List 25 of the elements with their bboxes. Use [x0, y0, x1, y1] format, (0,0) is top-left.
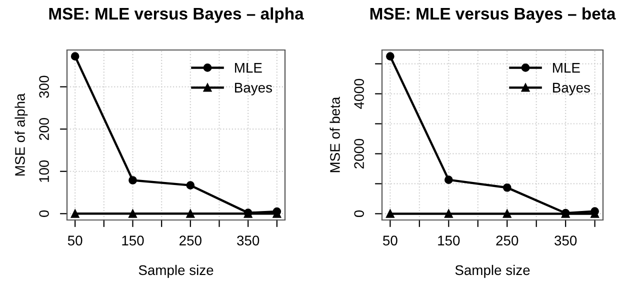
y-tick-label: 100 — [39, 160, 49, 182]
x-axis-title: Sample size — [138, 264, 214, 278]
legend-label: Bayes — [235, 82, 272, 96]
x-tick-label: 150 — [122, 236, 144, 246]
legend-label: Bayes — [553, 82, 590, 96]
legend-label: MLE — [235, 63, 262, 73]
x-tick-label: 350 — [554, 236, 577, 246]
y-tick-label: 200 — [39, 118, 49, 140]
x-tick-label: 250 — [180, 236, 202, 246]
y-tick-label: 0 — [39, 210, 49, 217]
y-tick-label: 300 — [39, 76, 49, 98]
x-tick-label: 50 — [383, 236, 398, 246]
y-tick-label: 4000 — [354, 78, 364, 109]
y-tick-label: 2000 — [354, 138, 364, 168]
y-axis-title: MSE of alpha — [14, 93, 28, 176]
chart-title: MSE: MLE versus Bayes – alpha — [49, 7, 304, 23]
legend-label: MLE — [553, 63, 580, 73]
x-tick-label: 150 — [438, 236, 460, 246]
x-tick-label: 50 — [68, 236, 82, 246]
x-axis-title: Sample size — [455, 264, 530, 278]
y-axis-title: MSE of beta — [330, 96, 340, 172]
x-tick-label: 350 — [237, 236, 260, 246]
chart-title: MSE: MLE versus Bayes – beta — [370, 7, 616, 23]
y-tick-label: 0 — [354, 210, 364, 218]
x-tick-label: 250 — [496, 236, 518, 246]
